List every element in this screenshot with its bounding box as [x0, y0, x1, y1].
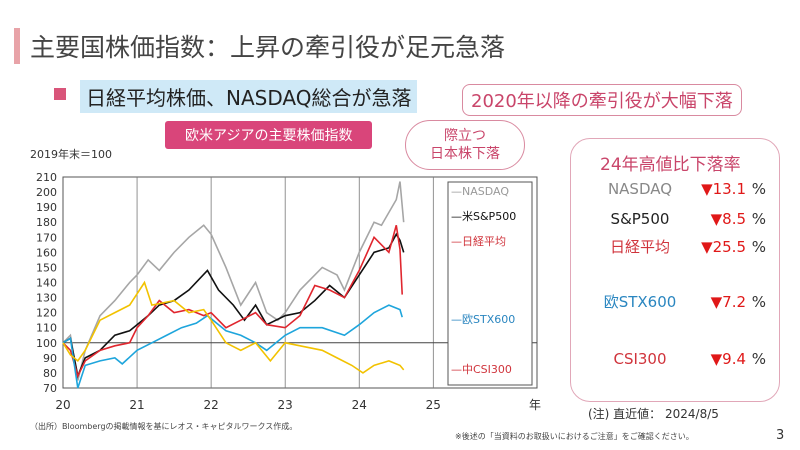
y-tick-label: 160 — [36, 246, 57, 259]
y-axis-unit: 2019年末＝100 — [30, 148, 112, 161]
y-tick-label: 170 — [36, 231, 57, 244]
index-name: S&P500 — [610, 210, 670, 228]
x-tick-label: 24 — [352, 398, 367, 412]
disclaimer: ※後述の「当資料のお取扱いにおけるご注意」をご確認ください。 — [455, 432, 694, 441]
y-tick-label: 70 — [43, 382, 57, 395]
legend-item: —日経平均 — [451, 235, 506, 248]
x-tick-label: 25 — [426, 398, 441, 412]
percent-unit: % — [751, 238, 766, 256]
line-chart: 20 21 22 23 24 25 年 70 80 90 100 110 120 130 140 150 160… — [36, 171, 541, 412]
percent-unit: % — [751, 350, 766, 368]
page-title: 主要国株価指数：上昇の牽引役が足元急落 — [30, 33, 506, 62]
plot-area — [62, 176, 538, 389]
page-number: 3 — [776, 428, 785, 443]
series-line-2 — [62, 225, 404, 379]
percent-unit: % — [751, 180, 766, 198]
panel-title: 24年高値比下落率 — [600, 155, 741, 175]
y-tick-label: 140 — [36, 277, 57, 290]
decline-value: ▼7.2 — [710, 293, 746, 311]
y-tick-label: 210 — [36, 171, 57, 184]
y-tick-label: 180 — [36, 216, 57, 229]
callout-leaders-fall: 2020年以降の牽引役が大幅下落 — [462, 84, 742, 116]
x-tick-label: 20 — [55, 398, 70, 412]
y-tick-label: 130 — [36, 292, 57, 305]
y-tick-label: 90 — [43, 352, 57, 365]
index-name: 欧STX600 — [603, 293, 677, 311]
cloud-line-2: 日本株下落 — [430, 146, 500, 162]
series-line-3 — [62, 304, 403, 389]
y-tick-label: 110 — [36, 322, 57, 335]
y-tick-label: 150 — [36, 261, 57, 274]
x-tick-label: 22 — [203, 398, 218, 412]
decline-value: ▼25.5 — [701, 238, 746, 256]
source-note: （出所）Bloombergの掲載情報を基にレオス・キャピタルワークス作成。 — [30, 422, 298, 431]
legend-item: —NASDAQ — [451, 185, 509, 198]
index-name: NASDAQ — [607, 180, 673, 198]
bullet-square-icon — [54, 88, 66, 100]
cloud-line-1: 際立つ — [444, 128, 486, 144]
legend-box — [447, 181, 533, 386]
legend-item: —中CSI300 — [451, 363, 512, 376]
legend-item: —欧STX600 — [451, 313, 515, 326]
decline-panel — [570, 138, 780, 402]
y-tick-label: 100 — [36, 337, 57, 350]
x-tick-label: 23 — [278, 398, 293, 412]
y-tick-label: 200 — [36, 186, 57, 199]
percent-unit: % — [751, 210, 766, 228]
x-axis-label: 年 — [529, 398, 541, 412]
decline-value: ▼13.1 — [701, 180, 746, 198]
x-tick-label: 21 — [129, 398, 144, 412]
date-note: (注) 直近値： 2024/8/5 — [588, 407, 719, 421]
percent-unit: % — [751, 293, 766, 311]
decline-value: ▼8.5 — [710, 210, 746, 228]
chart-badge: 欧米アジアの主要株価指数 — [165, 121, 373, 149]
y-tick-label: 80 — [43, 367, 57, 380]
decline-value: ▼9.4 — [710, 350, 746, 368]
cloud-callout: 際立つ 日本株下落 — [405, 120, 525, 170]
y-tick-label: 190 — [36, 201, 57, 214]
series-line-0 — [62, 181, 405, 381]
legend-item: —米S&P500 — [451, 210, 516, 223]
y-tick-label: 120 — [36, 307, 57, 320]
subtitle: 日経平均株価、NASDAQ総合が急落 — [80, 80, 418, 113]
index-name: CSI300 — [613, 350, 667, 368]
index-name: 日経平均 — [609, 238, 670, 256]
title-accent-bar — [14, 28, 20, 64]
series-line-1 — [62, 232, 405, 379]
series-line-4 — [62, 280, 405, 374]
